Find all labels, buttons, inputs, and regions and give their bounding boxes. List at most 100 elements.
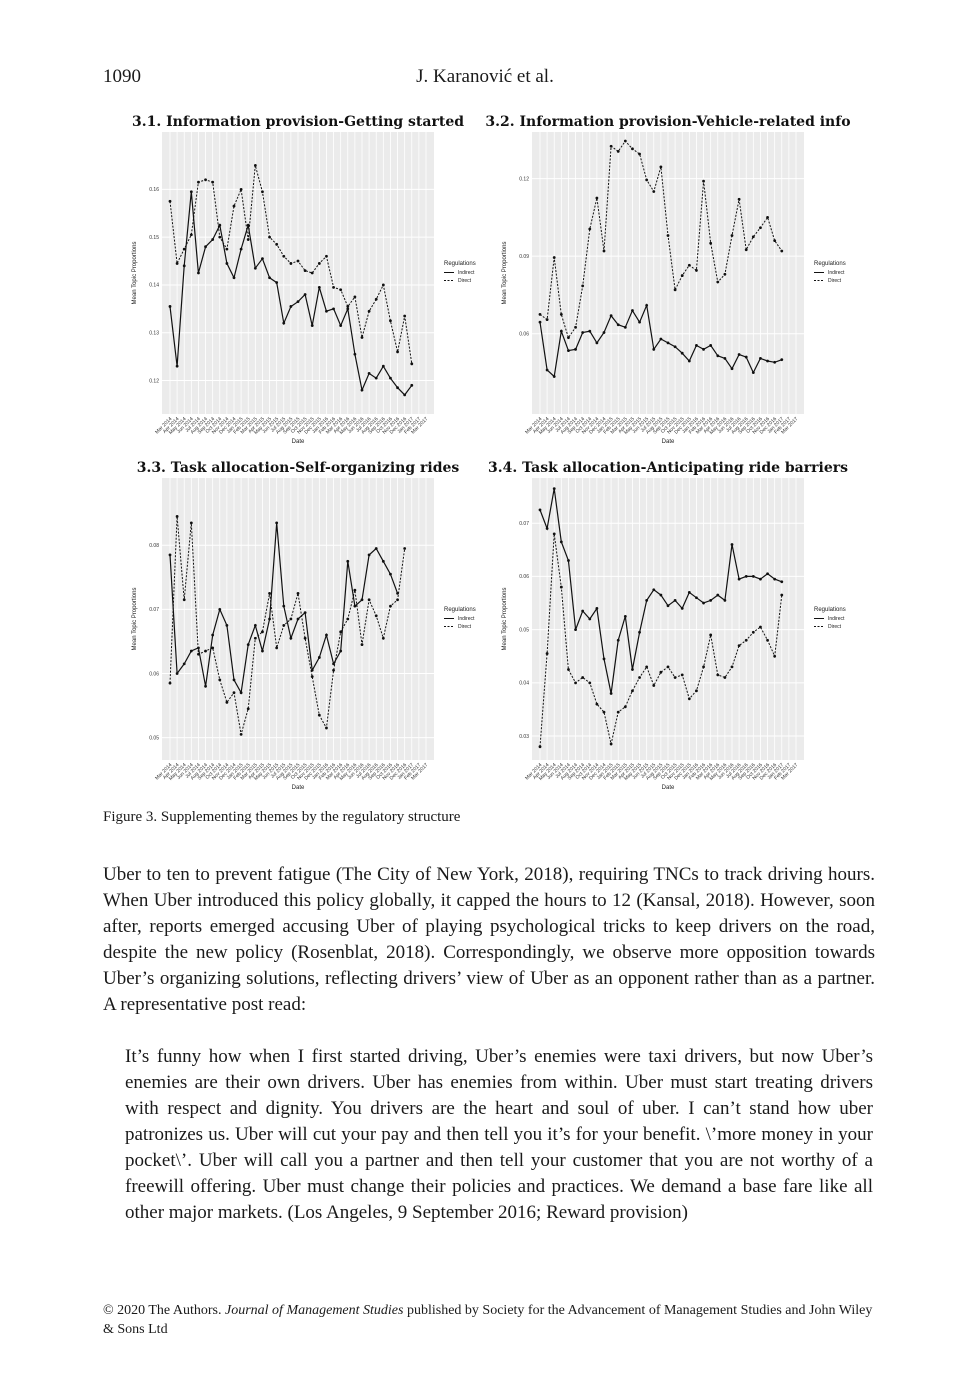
data-point-direct [574,325,577,329]
data-point-direct [246,238,250,241]
y-tick-label: 0.06 [149,671,159,677]
data-point-direct [261,630,264,634]
data-point-indirect [346,559,350,563]
data-point-indirect [659,593,663,597]
data-point-direct [182,247,186,251]
data-point-indirect [567,349,570,353]
data-point-direct [638,152,641,156]
data-point-indirect [189,190,193,194]
data-point-indirect [261,649,264,653]
data-point-indirect [275,281,279,284]
data-point-direct [325,726,328,730]
legend-title: Regulations [814,261,846,267]
data-point-indirect [766,572,769,576]
data-point-direct [381,283,385,287]
data-point-direct [780,249,784,253]
data-point-direct [289,262,293,265]
data-point-direct [545,318,549,321]
data-point-indirect [680,351,684,355]
data-point-indirect [253,624,257,627]
data-point-direct [268,235,271,239]
data-point-direct [360,336,364,339]
data-point-indirect [211,633,215,637]
data-point-indirect [766,359,769,363]
data-point-indirect [652,588,656,592]
data-point-indirect [289,305,293,308]
data-point-direct [232,691,236,695]
data-point-indirect [716,354,720,358]
data-point-indirect [211,238,215,241]
data-point-direct [567,668,570,671]
data-point-indirect [716,593,720,597]
data-point-indirect [225,624,229,627]
data-point-direct [723,272,727,276]
data-point-direct [218,235,222,239]
legend-label-direct: Direct [458,278,472,284]
data-point-indirect [303,293,307,296]
data-point-indirect [367,553,371,557]
footer-suffix: published by Society for the Advancement… [103,1303,873,1337]
data-point-direct [638,676,641,679]
data-point-direct [282,254,286,258]
data-point-direct [766,215,769,219]
data-point-indirect [545,368,549,372]
data-point-direct [631,147,634,151]
data-point-direct [332,285,335,289]
legend-label-direct: Direct [828,624,842,630]
footer-prefix: © 2020 The Authors. [103,1303,225,1318]
series-line-direct [539,140,783,339]
legend-label-direct: Direct [828,278,842,284]
data-point-indirect [197,271,200,275]
data-point-direct [666,234,670,237]
data-point-direct [310,675,314,679]
data-point-direct [737,197,741,201]
data-point-direct [623,705,627,709]
data-point-direct [374,614,378,618]
data-point-direct [737,644,741,648]
y-tick-label: 0.09 [519,254,529,260]
data-point-direct [182,598,186,602]
data-point-direct [773,654,777,658]
data-point-direct [225,247,229,251]
y-tick-label: 0.04 [519,681,529,687]
running-head-authors: J. Karanović et al. [416,66,554,87]
data-point-indirect [175,672,179,675]
data-point-direct [232,204,236,208]
data-point-indirect [780,580,784,584]
y-axis-label: Mean Topic Proportions [502,242,508,305]
data-point-direct [204,178,207,182]
data-point-direct [673,676,677,679]
data-point-direct [261,190,264,194]
data-point-direct [773,239,777,243]
data-point-indirect [737,577,741,581]
data-point-indirect [574,347,577,351]
data-point-direct [282,624,286,627]
data-point-direct [168,681,172,685]
body-paragraph: Uber to ten to prevent fatigue (The City… [103,864,875,1015]
data-point-indirect [374,547,378,550]
data-point-indirect [581,331,585,334]
data-point-indirect [595,341,599,345]
data-point-indirect [381,364,385,368]
data-point-indirect [246,643,250,647]
data-point-indirect [538,508,542,512]
data-point-direct [275,646,279,650]
data-point-direct [609,742,613,746]
data-point-direct [687,697,691,701]
data-point-direct [780,593,784,597]
data-point-indirect [346,307,350,311]
data-point-direct [211,180,215,184]
data-point-indirect [595,606,599,610]
y-tick-label: 0.05 [149,735,159,741]
data-point-direct [168,199,172,203]
data-point-indirect [232,276,236,280]
data-point-indirect [182,662,186,666]
block-quote: It’s funny how when I first started driv… [125,1046,873,1223]
data-point-indirect [175,364,179,368]
data-point-direct [317,262,321,265]
data-point-direct [751,630,755,634]
y-tick-label: 0.12 [149,378,159,384]
data-point-direct [303,269,307,273]
legend-label-indirect: Indirect [458,616,475,622]
chart-panel-3-4: 3.4. Task allocation-Anticipating ride b… [470,454,870,799]
